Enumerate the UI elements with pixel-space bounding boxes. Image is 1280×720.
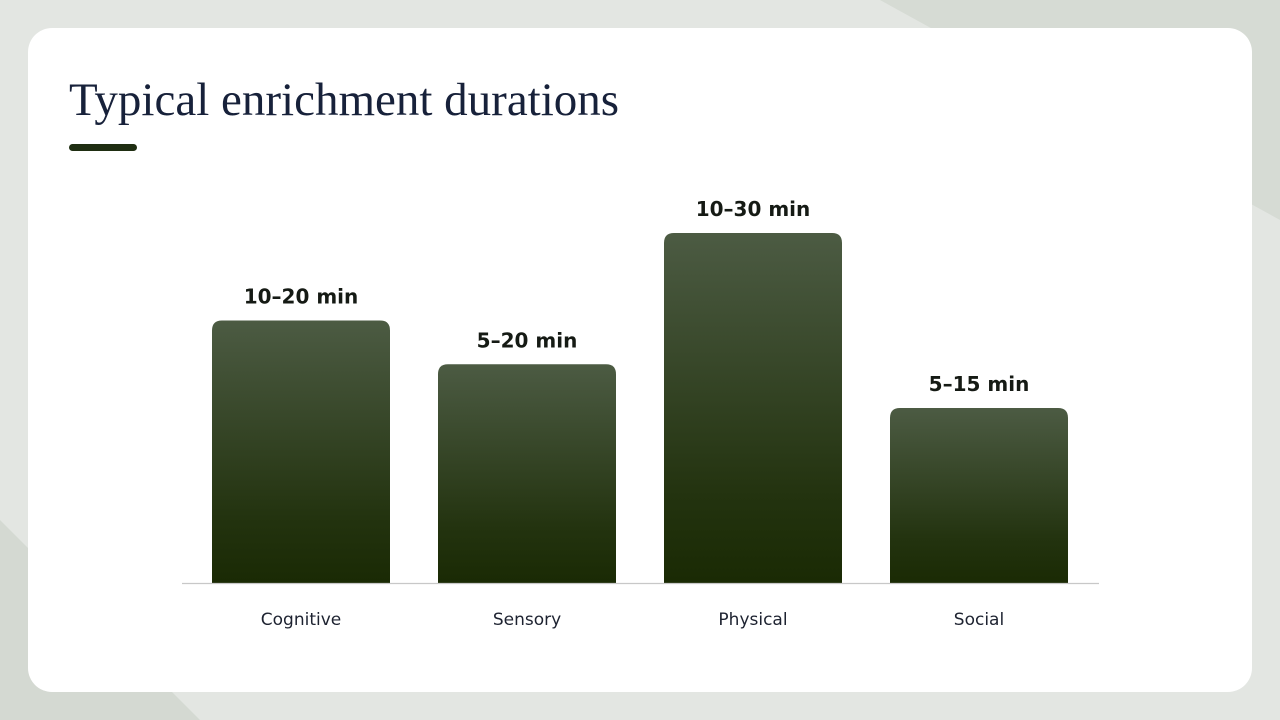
x-tick-label: Cognitive bbox=[261, 610, 341, 630]
card bbox=[28, 28, 1252, 692]
x-tick-label: Social bbox=[954, 610, 1004, 630]
value-label: 5–20 min bbox=[477, 328, 578, 352]
bar bbox=[212, 320, 390, 583]
x-tick-label: Sensory bbox=[493, 610, 561, 630]
bar bbox=[438, 364, 616, 583]
value-label: 10–30 min bbox=[696, 197, 811, 221]
chart-title: Typical enrichment durations bbox=[69, 74, 619, 126]
value-label: 5–15 min bbox=[929, 372, 1030, 396]
title-underline bbox=[69, 144, 137, 151]
plot: 10–20 min Cognitive 5–20 min Sensory 10–30 m… bbox=[212, 197, 1068, 630]
bar bbox=[890, 408, 1068, 583]
bar bbox=[664, 233, 842, 583]
x-tick-label: Physical bbox=[718, 610, 787, 630]
value-label: 10–20 min bbox=[244, 285, 359, 309]
